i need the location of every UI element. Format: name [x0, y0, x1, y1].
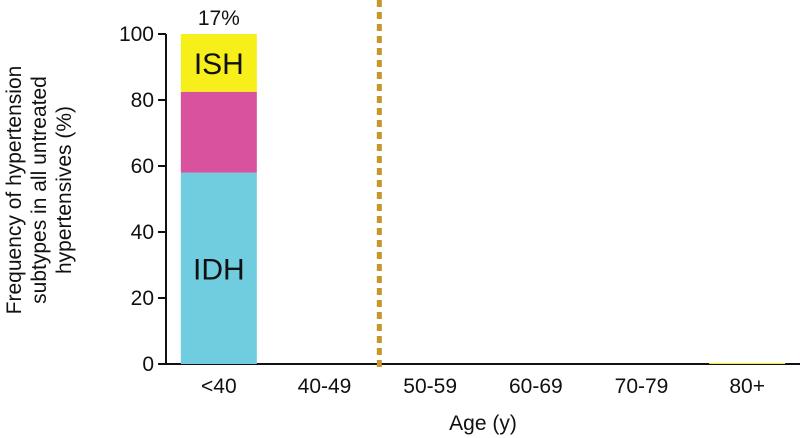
y-axis-title-line: subtypes in all untreated: [28, 76, 51, 304]
y-axis-title-line: Frequency of hypertension: [3, 66, 26, 315]
x-tick-label: 40-49: [298, 375, 352, 398]
x-tick-label: 60-69: [509, 375, 563, 398]
y-tick-label: 0: [142, 353, 154, 376]
bar-segment: [180, 172, 257, 364]
x-tick-label: <40: [201, 375, 237, 398]
y-axis-title-line: hypertensives (%): [53, 106, 76, 274]
bars: [180, 34, 786, 365]
series-label: IDH: [193, 253, 245, 286]
data-labels: IDH ISH 17%: [193, 7, 245, 286]
y-axis: 0 20 40 60 80 100: [119, 23, 167, 376]
top-percentage-label: 17%: [198, 7, 240, 30]
y-axis-title: Frequency of hypertension subtypes in all…: [3, 66, 76, 315]
y-tick-label: 60: [131, 155, 154, 178]
bar-segment: [180, 34, 257, 92]
y-tick-label: 20: [131, 287, 154, 310]
y-tick-label: 40: [131, 221, 154, 244]
x-axis: <40 40-49 50-59 60-69 70-79 80+: [166, 363, 800, 398]
x-tick-label: 50-59: [403, 375, 457, 398]
series-label: ISH: [194, 48, 244, 81]
bar-segment: [180, 91, 257, 173]
y-tick-label: 80: [131, 89, 154, 112]
y-tick-label: 100: [119, 23, 154, 46]
x-tick-label: 70-79: [615, 375, 669, 398]
x-axis-title: Age (y): [449, 412, 517, 435]
bar-segment: [709, 363, 786, 365]
x-tick-label: 80+: [729, 375, 765, 398]
